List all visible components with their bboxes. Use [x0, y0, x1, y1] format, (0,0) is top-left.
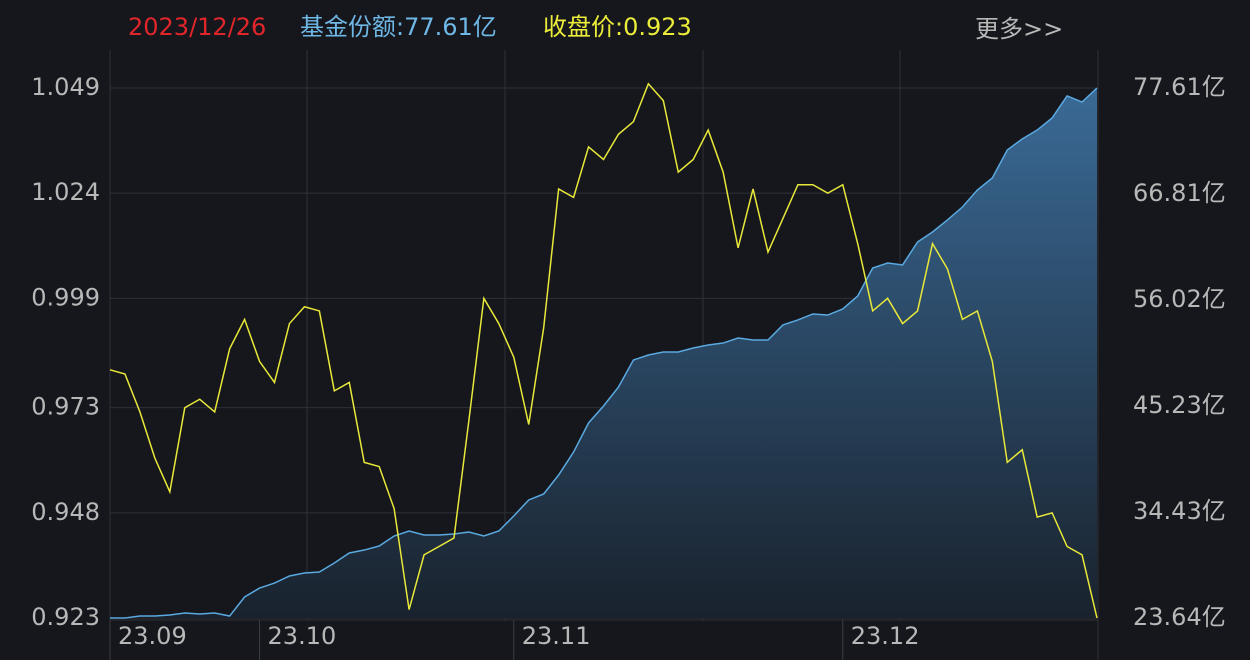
y2-tick-label: 77.61亿 — [1133, 73, 1226, 101]
more-link[interactable]: 更多>> — [975, 15, 1063, 43]
price-label: 收盘价:0.923 — [543, 13, 692, 41]
y2-tick-label: 56.02亿 — [1133, 285, 1226, 313]
y2-tick-label: 66.81亿 — [1133, 179, 1226, 207]
y-tick-label: 1.049 — [31, 73, 100, 101]
x-tick-label: 23.11 — [522, 622, 591, 650]
share-label: 基金份额:77.61亿 — [300, 13, 497, 41]
y-tick-label: 0.923 — [31, 603, 100, 631]
x-tick-label: 23.12 — [851, 622, 920, 650]
y2-tick-label: 23.64亿 — [1133, 603, 1226, 631]
y2-tick-label: 45.23亿 — [1133, 391, 1226, 419]
vertical-grid — [109, 50, 1099, 660]
x-tick-label: 23.09 — [118, 622, 187, 650]
x-tick-label: 23.10 — [268, 622, 337, 650]
date: 2023/12/26 — [128, 13, 266, 41]
line — [110, 87, 1098, 619]
y-tick-label: 0.973 — [31, 393, 100, 421]
y-tick-label: 1.024 — [31, 178, 100, 206]
line — [109, 82, 1098, 619]
y2-tick-label: 34.43亿 — [1133, 497, 1226, 525]
area — [110, 88, 1097, 618]
y-tick-label: 0.999 — [31, 283, 100, 311]
y-tick-label: 0.948 — [31, 498, 100, 526]
